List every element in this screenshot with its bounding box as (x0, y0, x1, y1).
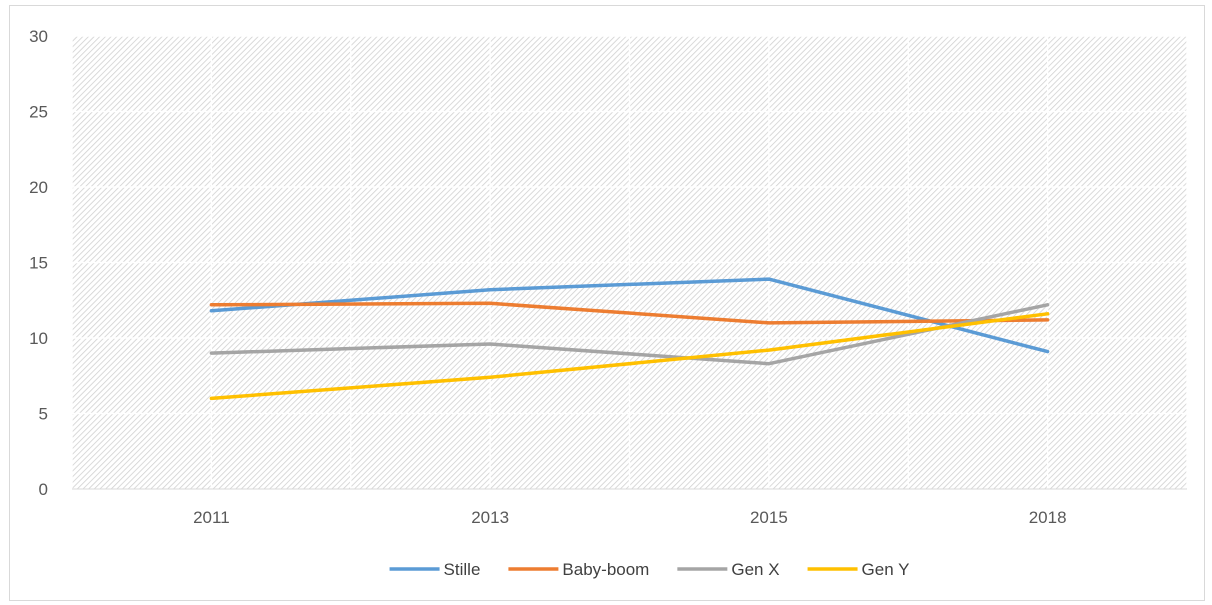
y-tick-label: 15 (29, 254, 48, 273)
x-tick-label: 2013 (471, 508, 509, 527)
y-tick-label: 10 (29, 329, 48, 348)
legend-label: Baby-boom (562, 560, 649, 579)
y-tick-label: 0 (39, 480, 48, 499)
series-line-stille (209, 277, 1050, 354)
series-line-gen-x (209, 303, 1050, 366)
series-line-gen-y (209, 312, 1050, 401)
y-axis-tick-labels: 0 5 10 15 20 25 30 (29, 27, 48, 499)
x-tick-label: 2018 (1029, 508, 1067, 527)
y-tick-label: 5 (39, 405, 48, 424)
legend: Stille Baby-boom Gen X Gen Y (389, 560, 910, 579)
x-tick-label: 2015 (750, 508, 788, 527)
legend-label: Gen Y (862, 560, 910, 579)
y-tick-label: 25 (29, 103, 48, 122)
x-tick-label: 2011 (193, 508, 230, 527)
y-tick-label: 20 (29, 178, 48, 197)
legend-label: Stille (444, 560, 481, 579)
series-line-baby-boom (209, 301, 1050, 325)
y-tick-label: 30 (29, 27, 48, 46)
legend-label: Gen X (731, 560, 779, 579)
series-lines (209, 277, 1050, 401)
gridlines (71, 35, 1188, 489)
x-axis-tick-labels: 2011 2013 2015 2018 (193, 508, 1066, 527)
